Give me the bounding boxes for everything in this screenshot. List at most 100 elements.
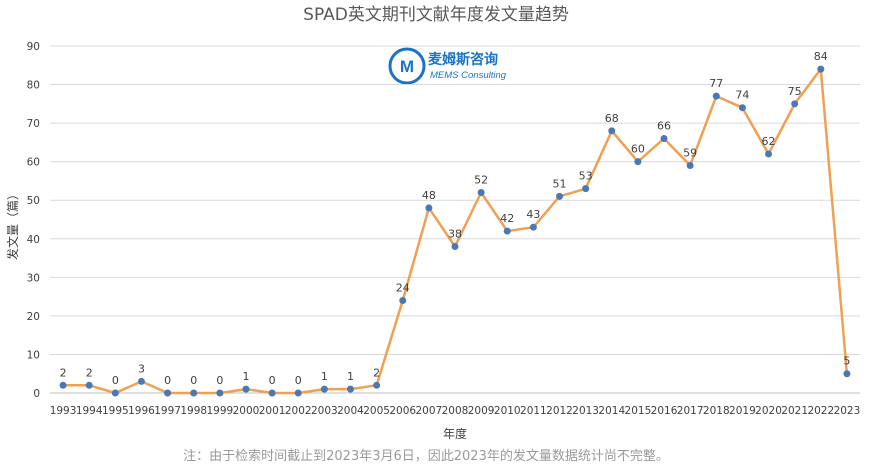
data-label: 52 (474, 174, 488, 187)
data-point (738, 104, 746, 112)
data-label: 1 (242, 370, 249, 383)
data-point (608, 127, 616, 135)
x-tick-label: 2017 (677, 405, 704, 417)
logo: M 麦姆斯咨询 MEMS Consulting (388, 47, 507, 85)
data-point (137, 377, 145, 385)
logo-m-icon: M (400, 57, 414, 76)
data-label: 84 (814, 50, 828, 63)
x-tick-label: 2000 (233, 405, 260, 417)
data-label: 48 (422, 189, 436, 202)
grid-lines (50, 45, 860, 355)
y-tick-label: 0 (33, 388, 40, 400)
logo-text-cn: 麦姆斯咨询 (428, 51, 498, 68)
x-tick-label: 2011 (520, 405, 547, 417)
x-tick-label: 2004 (337, 405, 364, 417)
x-tick-label: 2005 (363, 405, 390, 417)
data-label: 0 (190, 374, 197, 387)
x-tick-label: 2023 (834, 405, 861, 417)
x-tick-label: 1996 (128, 405, 155, 417)
y-tick-label: 70 (27, 118, 40, 130)
data-point (503, 227, 511, 235)
y-tick-label: 20 (27, 311, 40, 323)
x-tick-label: 2020 (755, 405, 782, 417)
footnote: 注：由于检索时间截止到2023年3月6日，因此2023年的发文量数据统计尚不完整… (183, 448, 669, 464)
x-tick-label: 2009 (468, 405, 495, 417)
x-tick-label: 2016 (651, 405, 678, 417)
data-label: 1 (321, 370, 328, 383)
data-label: 75 (788, 85, 802, 98)
y-tick-label: 40 (27, 234, 40, 246)
data-points (59, 65, 851, 397)
x-tick-label: 1993 (50, 405, 77, 417)
data-point (85, 381, 93, 389)
data-point (451, 242, 459, 250)
data-labels: 2 2 0 3 0 0 0 1 0 0 1 1 2 24 48 38 52 42 43 51 53 68 60 66 59 77 7… (60, 50, 851, 387)
x-tick-label: 1997 (154, 405, 181, 417)
data-label: 24 (396, 281, 410, 294)
data-label: 3 (138, 362, 145, 375)
data-label: 1 (347, 370, 354, 383)
data-label: 0 (112, 374, 119, 387)
data-label: 2 (373, 366, 380, 379)
data-point (425, 204, 433, 212)
x-tick-label: 2014 (598, 405, 625, 417)
data-point (164, 389, 172, 397)
data-point (477, 189, 485, 197)
x-tick-label: 2001 (259, 405, 286, 417)
data-label: 5 (843, 355, 850, 368)
x-tick-label: 2006 (389, 405, 416, 417)
data-point (294, 389, 302, 397)
data-point (712, 92, 720, 100)
x-axis-ticks: 1993 1994 1995 1996 1997 1998 1999 2000 2001 2002… (50, 405, 861, 417)
logo-circle-icon (388, 47, 426, 85)
data-label: 66 (657, 120, 671, 133)
data-label: 62 (762, 135, 776, 148)
x-tick-label: 1998 (180, 405, 207, 417)
data-point (216, 389, 224, 397)
x-tick-label: 1999 (206, 405, 233, 417)
data-point (190, 389, 198, 397)
data-point (843, 370, 851, 378)
y-tick-label: 30 (27, 272, 40, 284)
data-point (59, 381, 67, 389)
data-point (399, 296, 407, 304)
y-tick-label: 60 (27, 157, 40, 169)
data-label: 0 (164, 374, 171, 387)
data-point (791, 100, 799, 108)
data-label: 42 (500, 212, 514, 225)
x-tick-label: 2018 (703, 405, 730, 417)
data-label: 53 (579, 170, 593, 183)
data-label: 0 (295, 374, 302, 387)
data-point (634, 158, 642, 166)
y-tick-label: 80 (27, 80, 40, 92)
data-label: 43 (526, 208, 540, 221)
y-tick-label: 90 (27, 41, 40, 53)
data-label: 74 (735, 89, 749, 102)
x-tick-label: 2013 (572, 405, 599, 417)
x-tick-label: 2010 (494, 405, 521, 417)
x-tick-label: 1994 (76, 405, 103, 417)
y-axis-ticks: 0 10 20 30 40 50 60 70 80 90 (27, 41, 40, 400)
x-tick-label: 2021 (781, 405, 808, 417)
data-point (529, 223, 537, 231)
data-point (556, 192, 564, 200)
x-axis-label: 年度 (443, 426, 467, 441)
x-tick-label: 2022 (807, 405, 834, 417)
data-point (660, 135, 668, 143)
x-tick-label: 2015 (625, 405, 652, 417)
data-label: 59 (683, 147, 697, 160)
x-tick-label: 2008 (442, 405, 469, 417)
x-tick-label: 2003 (311, 405, 338, 417)
data-label: 2 (60, 366, 67, 379)
data-label: 0 (269, 374, 276, 387)
data-point (268, 389, 276, 397)
data-point (686, 162, 694, 170)
data-label: 68 (605, 112, 619, 125)
x-tick-label: 2007 (416, 405, 443, 417)
data-label: 60 (631, 143, 645, 156)
data-point (346, 385, 354, 393)
x-tick-label: 1995 (102, 405, 129, 417)
y-tick-label: 10 (27, 349, 40, 361)
data-point (817, 65, 825, 73)
